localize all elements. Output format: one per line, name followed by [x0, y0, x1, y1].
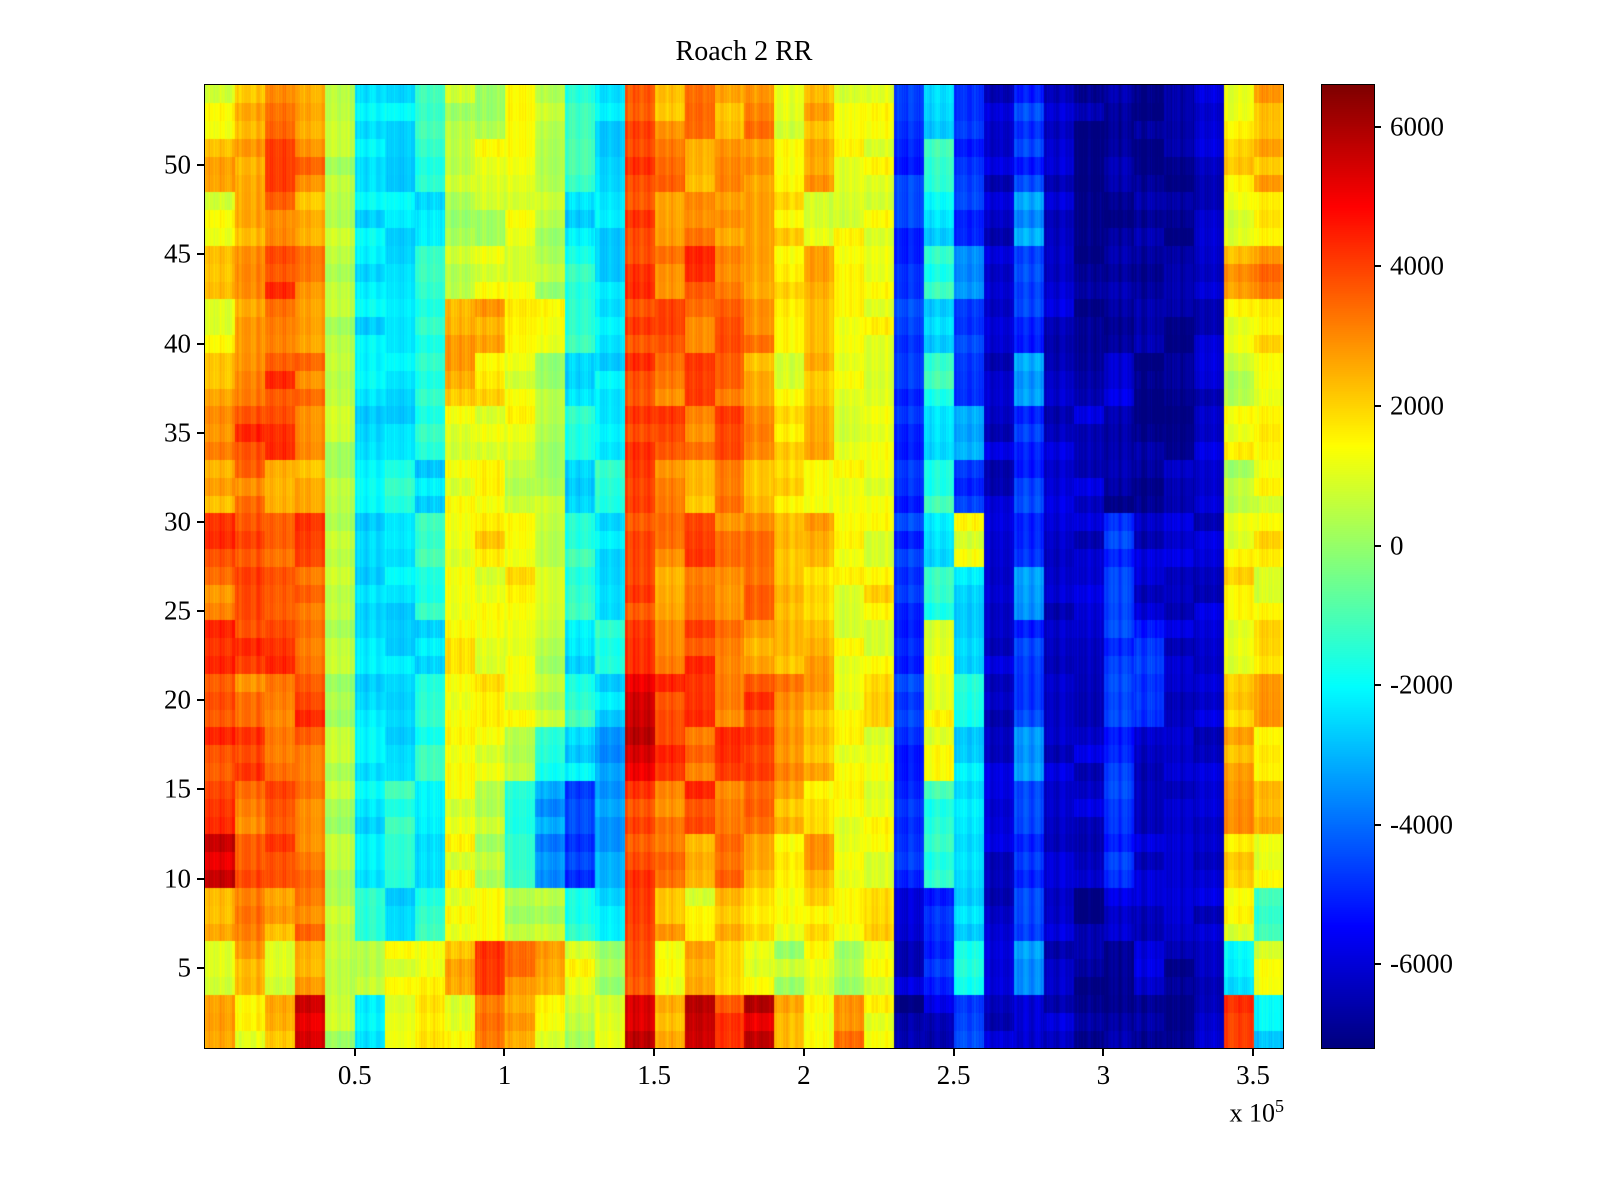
- y-tick-label: 5: [177, 952, 192, 983]
- colorbar-tick-mark: [1374, 125, 1381, 128]
- x-tick-mark: [503, 1048, 506, 1056]
- x-tick-label: 0.5: [337, 1060, 372, 1090]
- y-tick-mark: [197, 788, 205, 791]
- y-tick-label: 20: [164, 684, 191, 715]
- colorbar-tick-mark: [1374, 265, 1381, 268]
- colorbar-tick-label: -6000: [1390, 948, 1453, 979]
- colorbar-tick-label: 2000: [1390, 390, 1444, 421]
- x-tick-mark: [653, 1048, 656, 1056]
- y-tick-label: 50: [164, 149, 191, 180]
- x-tick-mark: [1102, 1048, 1105, 1056]
- y-tick-mark: [197, 877, 205, 880]
- x-tick-label: 1.5: [637, 1060, 672, 1090]
- x-tick-label: 3: [1096, 1060, 1111, 1090]
- y-tick-mark: [197, 520, 205, 523]
- colorbar-tick-label: 6000: [1390, 111, 1444, 142]
- y-tick-mark: [197, 699, 205, 702]
- x-tick-label: 3.5: [1236, 1060, 1270, 1090]
- y-tick-label: 10: [164, 863, 191, 894]
- x-tick-label: 2.5: [936, 1060, 971, 1090]
- y-tick-label: 45: [164, 238, 191, 269]
- heatmap-canvas: [205, 85, 1283, 1048]
- x-tick-mark: [952, 1048, 955, 1056]
- x-tick-label: 1: [497, 1060, 512, 1090]
- x-tick-label: 2: [797, 1060, 811, 1090]
- x-tick-mark: [802, 1048, 805, 1056]
- y-tick-mark: [197, 164, 205, 167]
- x-tick-mark: [1252, 1048, 1255, 1056]
- colorbar-tick-label: -4000: [1390, 809, 1453, 840]
- y-tick-label: 15: [164, 773, 191, 804]
- y-tick-mark: [197, 610, 205, 613]
- y-tick-mark: [197, 966, 205, 969]
- colorbar-tick-label: -2000: [1390, 669, 1453, 700]
- colorbar-tick-mark: [1374, 963, 1381, 966]
- colorbar-tick-mark: [1374, 544, 1381, 547]
- y-tick-label: 35: [164, 417, 191, 448]
- exponent-prefix: x 10: [1229, 1098, 1276, 1128]
- y-tick-label: 25: [164, 595, 191, 626]
- y-tick-mark: [197, 253, 205, 256]
- x-tick-mark: [353, 1048, 356, 1056]
- colorbar-tick-mark: [1374, 823, 1381, 826]
- y-tick-mark: [197, 342, 205, 345]
- colorbar-tick-mark: [1374, 405, 1381, 407]
- colorbar: [1322, 85, 1374, 1048]
- chart-title: Roach 2 RR: [675, 36, 813, 67]
- colorbar-tick-label: 4000: [1390, 250, 1444, 281]
- exponent-power: 5: [1275, 1096, 1284, 1116]
- colorbar-tick-label: 0: [1390, 530, 1404, 561]
- x-axis-exponent-label: x 105: [1196, 1096, 1285, 1129]
- colorbar-tick-mark: [1374, 684, 1381, 687]
- y-tick-label: 30: [164, 506, 191, 537]
- y-tick-mark: [197, 431, 205, 434]
- y-tick-label: 40: [164, 328, 191, 359]
